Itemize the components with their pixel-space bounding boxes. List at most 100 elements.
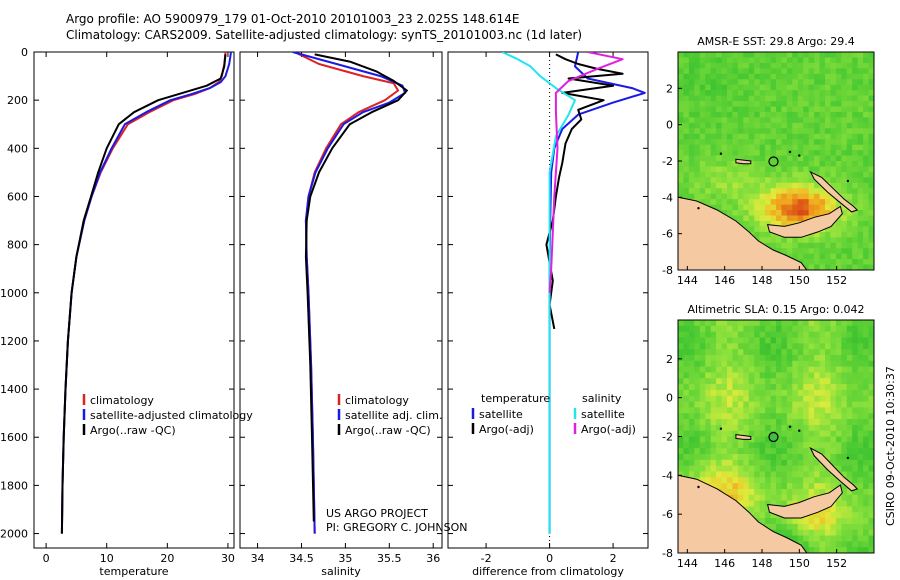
sla_map-cell bbox=[694, 372, 701, 379]
sst_map-cell bbox=[710, 68, 717, 75]
sla_map-cell bbox=[678, 430, 685, 438]
sst_map-cell bbox=[699, 139, 706, 146]
sla_map-cell bbox=[721, 384, 728, 391]
sla_map-cell bbox=[852, 372, 859, 379]
sla_map-cell bbox=[678, 366, 685, 374]
sla_map-cell bbox=[721, 389, 728, 397]
sst_map-cell bbox=[776, 242, 783, 249]
sst_map-cell bbox=[830, 155, 837, 162]
sst_map-cell bbox=[825, 62, 832, 69]
sst_map-cell bbox=[770, 215, 777, 222]
sla_map-cell bbox=[835, 419, 842, 426]
sst_map-cell bbox=[705, 193, 712, 200]
sla_map-cell bbox=[830, 518, 837, 525]
sst_map-cell bbox=[765, 171, 772, 178]
sst_map-cell bbox=[688, 106, 695, 113]
sla_map-cell bbox=[732, 448, 739, 455]
sla_map-cell bbox=[863, 360, 870, 368]
sst_map-cell bbox=[776, 62, 783, 69]
sst_map-cell bbox=[863, 150, 870, 157]
sst_map-cell bbox=[765, 161, 772, 168]
sst_map-cell bbox=[846, 210, 853, 217]
sst_map-cell bbox=[852, 68, 859, 75]
sla_map-cell bbox=[797, 448, 804, 455]
sst_map-cell bbox=[765, 237, 772, 244]
sla_map-cell bbox=[868, 372, 874, 379]
sst_map-cell bbox=[819, 52, 826, 59]
sst_map-cell bbox=[743, 199, 750, 206]
sla_map-cell bbox=[770, 378, 777, 385]
sla_map-cell bbox=[868, 349, 874, 356]
sst_map-cell bbox=[835, 220, 842, 227]
sst_map-cell bbox=[825, 101, 832, 108]
sst_map-cell bbox=[743, 117, 750, 124]
sst_map-cell bbox=[759, 117, 766, 124]
sst_map-cell bbox=[808, 259, 815, 266]
sst_map-cell bbox=[781, 155, 788, 162]
sla_map-cell bbox=[857, 325, 864, 333]
sla_map-cell bbox=[835, 349, 842, 356]
sla_map-cell bbox=[781, 419, 788, 426]
sla_map-cell bbox=[803, 401, 810, 408]
sla_map-cell bbox=[846, 471, 853, 478]
sst_map-cell bbox=[737, 144, 744, 151]
sla_map-cell bbox=[678, 337, 685, 344]
sst_map-cell bbox=[863, 52, 870, 59]
sst_map-cell bbox=[699, 166, 706, 173]
sst_map-cell bbox=[803, 68, 810, 75]
salinity-axes-frame bbox=[239, 51, 443, 549]
sst_map-cell bbox=[705, 111, 712, 118]
sst_map-cell bbox=[743, 57, 750, 64]
salinity-series-climatology bbox=[294, 52, 400, 534]
sla_map-cell bbox=[857, 349, 864, 356]
sst_map-cell bbox=[765, 79, 772, 86]
sla_map-cell bbox=[825, 471, 832, 478]
sla_map-cell bbox=[776, 337, 783, 344]
sst_map-cell bbox=[786, 122, 793, 129]
sst_map-cell bbox=[727, 90, 734, 97]
sst_map-cell bbox=[748, 95, 755, 102]
sst_map-islet bbox=[788, 150, 792, 154]
sla_map-cell bbox=[792, 488, 799, 496]
sla_map-cell bbox=[765, 465, 772, 473]
sst_map-cell bbox=[808, 90, 815, 97]
sst_map-cell bbox=[814, 68, 821, 75]
sla_map-cell bbox=[710, 384, 717, 391]
sst_map-cell bbox=[797, 210, 804, 217]
sst_map-cell bbox=[688, 79, 695, 86]
sla_map-cell bbox=[754, 413, 761, 420]
sst_map-cell bbox=[797, 188, 804, 195]
sla_map-cell bbox=[825, 343, 832, 350]
sst_map-cell bbox=[770, 106, 777, 113]
sst_map-cell bbox=[830, 182, 837, 189]
sla_map-cell bbox=[683, 430, 690, 438]
sst_map-cell bbox=[852, 139, 859, 146]
sst_map-cell bbox=[830, 248, 837, 255]
sst_map-cell bbox=[776, 215, 783, 222]
sla_map-cell bbox=[852, 331, 859, 339]
sst_map-cell bbox=[825, 210, 832, 217]
sla_map-cell bbox=[792, 436, 799, 443]
sla_map-cell bbox=[852, 325, 859, 333]
sst_map-cell bbox=[748, 62, 755, 69]
sst_map-cell bbox=[781, 161, 788, 168]
sla_map-cell bbox=[841, 354, 848, 362]
sla_map-cell bbox=[781, 378, 788, 385]
sst_map-cell bbox=[857, 62, 864, 69]
sla_map-cell bbox=[857, 395, 864, 403]
sla_map-cell bbox=[803, 419, 810, 426]
sla_map-cell bbox=[727, 320, 734, 327]
sla_map-cell bbox=[732, 430, 739, 438]
sst_map-cell bbox=[786, 101, 793, 108]
sst_map-cell bbox=[792, 79, 799, 86]
sla_map-cell bbox=[727, 413, 734, 420]
sla_map-cell bbox=[737, 366, 744, 374]
sla_map-cell bbox=[852, 360, 859, 368]
sla_map-cell bbox=[857, 483, 864, 490]
sla_map-cell bbox=[776, 483, 783, 490]
sst_map-cell bbox=[863, 62, 870, 69]
sst_map-cell bbox=[792, 248, 799, 255]
sla_map-cell bbox=[699, 436, 706, 443]
sst_map-cell bbox=[732, 117, 739, 124]
sst_map-cell bbox=[705, 188, 712, 195]
